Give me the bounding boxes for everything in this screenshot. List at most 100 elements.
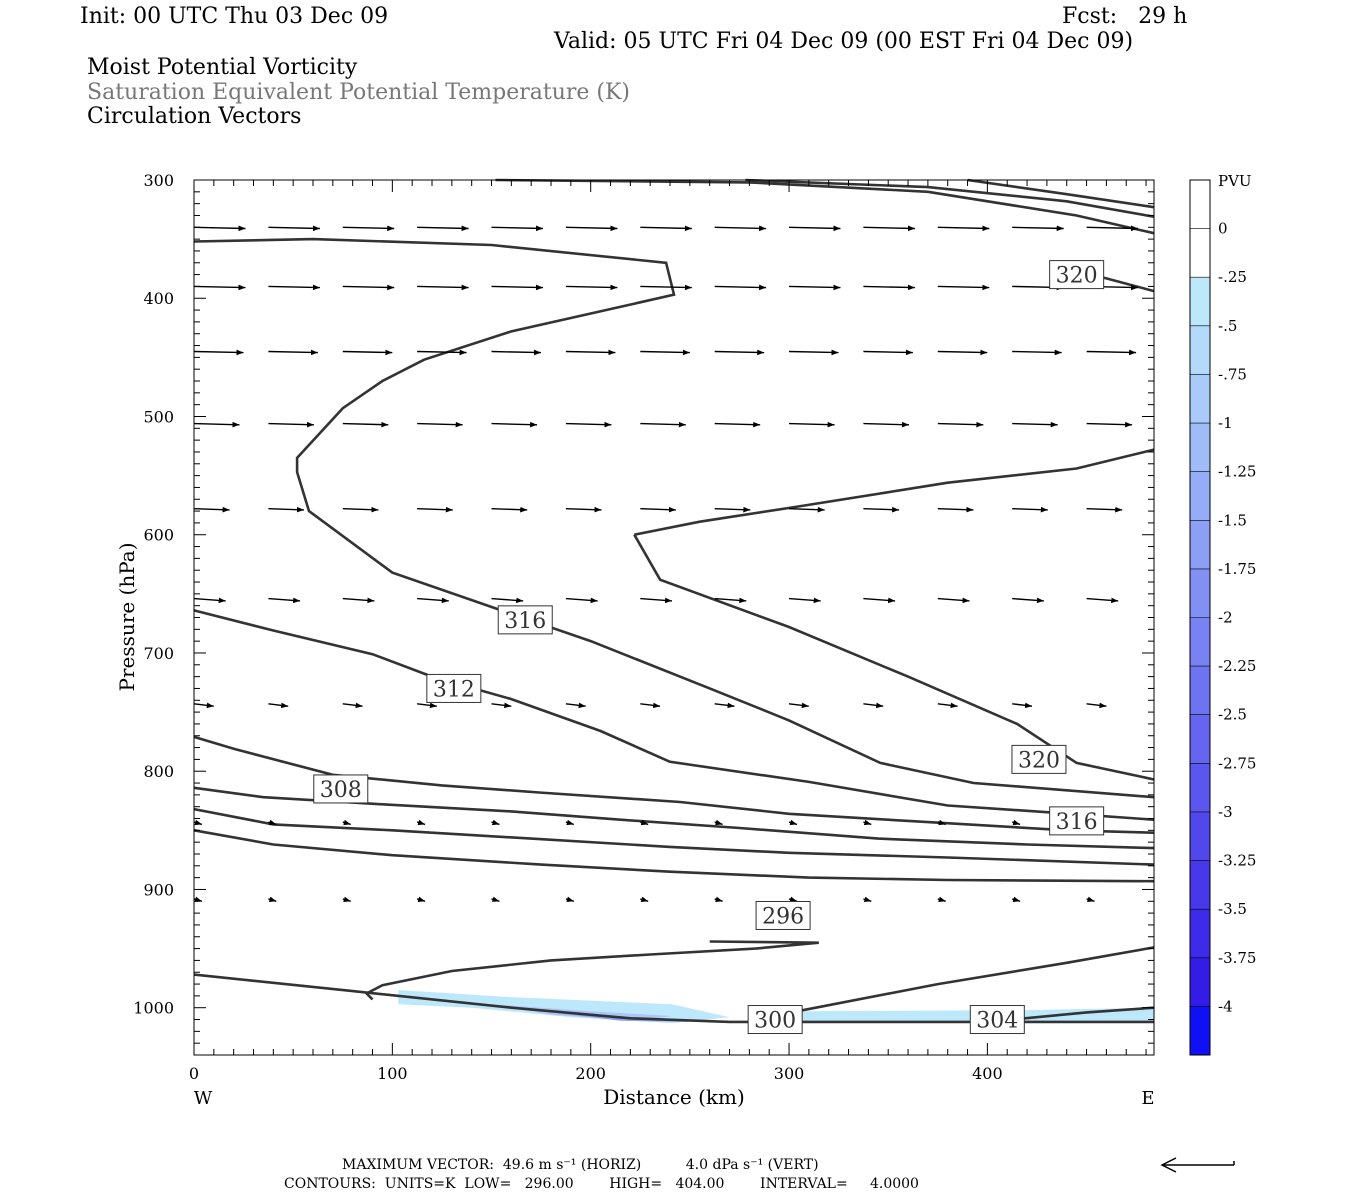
vector-arrow-88 [937, 702, 958, 709]
colorbar-label: -1.25 [1218, 463, 1256, 481]
vector-arrow-15 [342, 284, 395, 291]
axis-ticks [193, 179, 1154, 1056]
contour-label: 320 [1049, 260, 1105, 290]
svg-text:304: 304 [976, 1009, 1018, 1034]
vector-arrow-19 [640, 284, 692, 291]
vector-arrow-70 [565, 597, 598, 604]
field-title-mpv: Moist Potential Vorticity [87, 55, 358, 80]
vector-arrow-14 [268, 284, 320, 291]
vector-arrow-45 [640, 421, 686, 428]
forecast-hour: Fcst: 29 h [1062, 4, 1188, 29]
x-tick-label: 100 [377, 1064, 408, 1083]
x-tick-label: 200 [575, 1064, 606, 1083]
vector-arrow-7 [714, 225, 767, 232]
colorbar-swatch [1190, 277, 1210, 326]
vector-arrow-97 [640, 819, 649, 826]
colorbar-swatch [1190, 811, 1210, 861]
contour-label: 312 [426, 673, 482, 703]
vector-arrow-92 [268, 819, 277, 826]
vector-arrow-10 [937, 225, 990, 232]
pv-region-0 [398, 990, 730, 1024]
colorbar-label: -4 [1218, 997, 1233, 1015]
field-title-vectors: Circulation Vectors [87, 104, 302, 129]
vector-arrow-104 [193, 896, 203, 902]
contour-label: 300 [747, 1005, 803, 1035]
vector-arrow-43 [491, 421, 538, 428]
vector-arrow-4 [491, 225, 544, 232]
vector-arrow-110 [640, 896, 649, 902]
colorbar-label: -3.75 [1218, 949, 1256, 967]
vector-arrow-38 [1086, 349, 1137, 356]
vector-arrow-40 [268, 421, 314, 428]
vector-arrow-55 [417, 506, 453, 513]
vector-arrow-115 [1011, 896, 1021, 902]
y-tick-label: 1000 [133, 999, 174, 1018]
y-tick-label: 700 [143, 644, 174, 663]
contour-info-note: CONTOURS: UNITS=K LOW= 296.00 HIGH= 404.… [284, 1176, 919, 1192]
vector-arrow-77 [1086, 597, 1119, 604]
vector-arrow-12 [1086, 225, 1139, 232]
contour-line-13 [745, 178, 1155, 218]
vector-arrow-101 [937, 819, 946, 826]
contour-line-12 [495, 178, 1155, 235]
vector-arrow-21 [788, 284, 841, 291]
colorbar-label: -1.75 [1218, 560, 1256, 578]
max-vector-note: MAXIMUM VECTOR: 49.6 m s⁻¹ (HORIZ) 4.0 d… [342, 1157, 819, 1173]
y-tick-label: 400 [143, 289, 174, 308]
svg-text:300: 300 [754, 1009, 796, 1034]
vector-arrow-62 [937, 506, 974, 513]
vector-arrow-112 [788, 896, 798, 902]
contour-line-14 [967, 178, 1155, 209]
vector-arrow-114 [937, 896, 946, 902]
x-tick-label: 400 [972, 1064, 1003, 1083]
vector-arrow-65 [193, 597, 226, 604]
contour-line-7 [364, 940, 819, 1001]
vector-arrow-3 [417, 225, 469, 232]
vector-arrow-0 [193, 225, 246, 232]
colorbar-label: -3.25 [1218, 852, 1256, 870]
vector-arrow-28 [342, 349, 393, 356]
vector-arrow-18 [565, 284, 618, 291]
vector-arrow-16 [417, 284, 469, 291]
theta-es-contours [193, 178, 1155, 1024]
vector-arrow-107 [416, 896, 426, 902]
colorbar-label: -.75 [1218, 365, 1247, 383]
colorbar-label: -2 [1218, 609, 1233, 627]
vector-arrow-6 [640, 225, 692, 232]
vector-arrow-46 [714, 421, 761, 428]
contour-line-0 [193, 237, 1155, 799]
svg-text:320: 320 [1056, 264, 1098, 289]
vector-arrow-9 [863, 225, 915, 232]
vector-arrow-2 [342, 225, 395, 232]
svg-text:316: 316 [504, 609, 546, 634]
vector-arrow-111 [714, 896, 723, 902]
colorbar-label: 0 [1218, 220, 1228, 238]
plot-frame [193, 179, 1155, 1056]
vector-arrow-69 [491, 597, 524, 604]
vector-arrow-42 [417, 421, 463, 428]
vector-arrow-30 [491, 349, 542, 356]
colorbar-unit: PVU [1218, 172, 1252, 190]
vector-arrow-32 [640, 349, 690, 356]
vector-arrow-20 [714, 284, 767, 291]
vector-arrow-39 [193, 421, 240, 428]
vector-arrow-58 [640, 506, 676, 513]
vector-arrow-75 [937, 597, 970, 604]
vector-arrow-96 [565, 819, 574, 826]
vector-arrow-41 [342, 421, 389, 428]
vector-arrow-84 [640, 702, 661, 709]
y-tick-label: 800 [143, 762, 174, 781]
colorbar-swatch [1190, 568, 1210, 618]
vector-arrow-91 [193, 819, 203, 826]
colorbar-label: -3 [1218, 803, 1233, 821]
contour-label: 316 [497, 605, 553, 635]
vector-arrow-5 [565, 225, 618, 232]
colorbar-swatch [1190, 228, 1210, 278]
vector-arrow-33 [714, 349, 765, 356]
field-title-theta-es: Saturation Equivalent Potential Temperat… [87, 80, 630, 105]
vector-arrow-74 [863, 597, 896, 604]
colorbar-swatch [1190, 520, 1210, 569]
colorbar-label: -2.75 [1218, 754, 1256, 772]
vector-arrow-48 [863, 421, 910, 428]
